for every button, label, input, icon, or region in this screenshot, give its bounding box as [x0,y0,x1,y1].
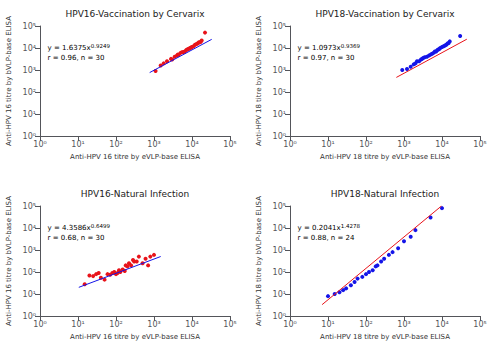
svg-text:10⁴: 10⁴ [273,224,286,233]
svg-text:10³: 10³ [147,140,160,149]
svg-text:10⁴: 10⁴ [23,224,36,233]
svg-text:10¹: 10¹ [23,110,36,119]
svg-text:10³: 10³ [147,320,160,329]
svg-text:10⁵: 10⁵ [273,202,286,211]
svg-text:10¹: 10¹ [71,320,84,329]
svg-text:10⁰: 10⁰ [272,131,286,141]
svg-text:10²: 10² [109,320,122,329]
svg-text:10³: 10³ [23,246,36,255]
svg-text:HPV18-Vaccination by Cervarix: HPV18-Vaccination by Cervarix [315,9,455,19]
svg-text:Anti-HPV 18 titre by bVLP-base: Anti-HPV 18 titre by bVLP-base ELISA [255,196,263,326]
svg-text:10⁰: 10⁰ [33,140,46,149]
svg-text:10⁴: 10⁴ [185,140,198,149]
svg-text:HPV16-Natural Infection: HPV16-Natural Infection [81,189,189,199]
svg-text:10⁰: 10⁰ [283,320,296,329]
svg-text:HPV16-Vaccination by Cervarix: HPV16-Vaccination by Cervarix [65,9,205,19]
svg-text:10⁰: 10⁰ [22,311,36,321]
svg-text:10⁰: 10⁰ [272,311,286,321]
svg-text:10⁰: 10⁰ [22,131,36,141]
svg-text:1.4278: 1.4278 [341,223,361,229]
svg-text:10²: 10² [23,268,36,277]
svg-text:10¹: 10¹ [71,140,84,149]
svg-text:10²: 10² [23,88,36,97]
svg-text:10²: 10² [359,320,372,329]
svg-text:0.6499: 0.6499 [91,223,111,229]
svg-text:10¹: 10¹ [273,110,286,119]
svg-text:y = 4.3586x: y = 4.3586x [48,224,91,232]
svg-text:r = 0.68, n = 30: r = 0.68, n = 30 [48,234,105,242]
svg-text:10¹: 10¹ [273,290,286,299]
svg-text:10²: 10² [359,140,372,149]
svg-text:Anti-HPV 18 titre by eVLP-base: Anti-HPV 18 titre by eVLP-base ELISA [320,153,450,161]
svg-text:10⁵: 10⁵ [23,22,36,31]
svg-text:y = 1.0973x: y = 1.0973x [298,44,341,52]
svg-text:Anti-HPV 18 titre by bVLP-base: Anti-HPV 18 titre by bVLP-base ELISA [255,16,263,146]
svg-text:Anti-HPV 16 titre by bVLP-base: Anti-HPV 16 titre by bVLP-base ELISA [5,16,13,146]
svg-text:10⁵: 10⁵ [223,140,236,149]
svg-text:10⁵: 10⁵ [23,202,36,211]
svg-text:10⁴: 10⁴ [23,44,36,53]
svg-text:10⁴: 10⁴ [185,320,198,329]
svg-text:10⁰: 10⁰ [283,140,296,149]
svg-text:Anti-HPV 16 titre by eVLP-base: Anti-HPV 16 titre by eVLP-base ELISA [70,333,200,341]
svg-text:r = 0.96, n = 30: r = 0.96, n = 30 [48,54,105,62]
svg-text:10³: 10³ [23,66,36,75]
svg-text:10¹: 10¹ [23,290,36,299]
svg-text:10⁵: 10⁵ [223,320,236,329]
svg-text:10⁴: 10⁴ [435,320,448,329]
svg-text:y = 0.2041x: y = 0.2041x [298,224,341,232]
svg-text:0.9249: 0.9249 [91,43,111,49]
svg-text:10⁵: 10⁵ [273,22,286,31]
svg-text:Anti-HPV 16 titre by eVLP-base: Anti-HPV 16 titre by eVLP-base ELISA [70,153,200,161]
svg-text:Anti-HPV 16 titre by bVLP-base: Anti-HPV 16 titre by bVLP-base ELISA [5,196,13,326]
svg-text:10⁵: 10⁵ [473,320,486,329]
svg-text:10⁴: 10⁴ [273,44,286,53]
svg-text:r = 0.88, n = 24: r = 0.88, n = 24 [298,234,355,242]
svg-text:10²: 10² [109,140,122,149]
svg-text:10³: 10³ [397,320,410,329]
svg-text:10⁴: 10⁴ [435,140,448,149]
svg-text:y = 1.6375x: y = 1.6375x [48,44,91,52]
svg-text:10⁰: 10⁰ [33,320,46,329]
svg-text:r = 0.97, n = 30: r = 0.97, n = 30 [298,54,355,62]
svg-text:10²: 10² [273,268,286,277]
svg-text:10²: 10² [273,88,286,97]
svg-text:10¹: 10¹ [321,140,334,149]
svg-text:0.9369: 0.9369 [341,43,361,49]
svg-text:10³: 10³ [397,140,410,149]
svg-text:HPV18-Natural Infection: HPV18-Natural Infection [331,189,439,199]
svg-text:10⁵: 10⁵ [473,140,486,149]
svg-text:10³: 10³ [273,246,286,255]
svg-text:Anti-HPV 18 titre by eVLP-base: Anti-HPV 18 titre by eVLP-base ELISA [320,333,450,341]
svg-text:10³: 10³ [273,66,286,75]
svg-text:10¹: 10¹ [321,320,334,329]
